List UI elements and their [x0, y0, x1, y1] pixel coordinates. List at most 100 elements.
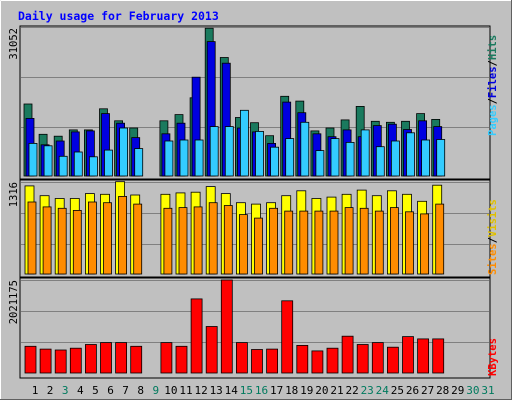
day-label: 11: [179, 384, 192, 397]
day-label: 23: [361, 384, 374, 397]
pages-bar-day-15: [239, 109, 249, 177]
pages-bar-day-6: [104, 149, 113, 177]
kbytes-bar-day-12: [190, 298, 203, 374]
day-label: 8: [137, 384, 144, 397]
bottom-panel-series-labels: KBytes: [487, 338, 499, 376]
kbytes-bar-day-13: [205, 326, 218, 374]
kbytes-bar-day-1: [24, 345, 37, 374]
day-label: 13: [210, 384, 223, 397]
pages-bar-day-26: [406, 132, 415, 177]
label-separator: /: [487, 237, 499, 243]
pages-bar-day-8: [134, 148, 144, 177]
day-label: 6: [107, 384, 114, 397]
chart-title: Daily usage for February 2013: [18, 9, 219, 23]
pages-bar-day-16: [255, 130, 264, 177]
day-label: 4: [77, 384, 84, 397]
pages-bar-day-19: [300, 121, 310, 177]
kbytes-bar-day-24: [371, 342, 384, 374]
sites-bar-day-12: [193, 206, 203, 275]
day-label: 1: [32, 384, 39, 397]
kbytes-bar-day-3: [54, 349, 67, 374]
day-label: 14: [225, 384, 239, 397]
pages-bar-day-25: [390, 140, 400, 177]
middle-panel-max-label: 1316: [8, 182, 20, 207]
label-separator: /: [487, 60, 499, 66]
bars-layer: [23, 27, 446, 374]
sites-bar-day-13: [208, 202, 218, 275]
pages-bar-day-24: [375, 146, 385, 177]
pages-bar-day-1: [28, 142, 38, 177]
sites-bar-day-28: [435, 203, 445, 275]
sites-bar-day-15: [238, 214, 248, 275]
bottom-panel-max-label: 2021175: [8, 280, 20, 324]
sites-bar-day-2: [42, 206, 52, 275]
pages-bar-day-12: [194, 139, 204, 177]
day-label: 19: [300, 384, 313, 397]
sites-bar-day-10: [163, 207, 173, 275]
day-label: 12: [194, 384, 207, 397]
hits-label: Hits: [487, 35, 499, 60]
day-label: 24: [376, 384, 390, 397]
pages-bar-day-13: [209, 126, 219, 177]
pages-bar-day-14: [224, 126, 234, 177]
sites-bar-day-14: [223, 205, 233, 275]
pages-bar-day-21: [330, 138, 340, 177]
sites-bar-day-25: [389, 207, 399, 275]
sites-bar-day-1: [27, 201, 37, 275]
pages-label: Pages: [487, 104, 499, 136]
kbytes-bar-day-14: [220, 279, 233, 374]
day-label: 28: [436, 384, 449, 397]
day-label: 10: [164, 384, 177, 397]
sites-bar-day-26: [405, 211, 414, 275]
sites-bar-day-17: [269, 207, 279, 275]
kbytes-bar-day-27: [417, 338, 430, 374]
day-label: 9: [152, 384, 159, 397]
kbytes-bar-day-10: [160, 342, 173, 374]
day-label: 2: [47, 384, 54, 397]
day-label: 31: [481, 384, 494, 397]
pages-bar-day-2: [43, 145, 53, 177]
day-label: 5: [92, 384, 99, 397]
pages-bar-day-23: [360, 129, 370, 177]
day-label: 17: [270, 384, 283, 397]
pages-bar-day-20: [315, 150, 325, 177]
kbytes-bar-day-28: [432, 338, 445, 374]
sites-bar-day-3: [57, 207, 67, 275]
sites-bar-day-6: [103, 202, 112, 275]
sites-bar-day-4: [72, 209, 82, 275]
sites-bar-day-27: [420, 213, 430, 275]
sites-bar-day-23: [359, 207, 369, 275]
kbytes-bar-day-7: [115, 342, 127, 374]
sites-bar-day-11: [178, 207, 188, 275]
pages-bar-day-27: [421, 139, 431, 177]
sites-bar-day-24: [374, 210, 384, 275]
kbytes-bar-day-8: [130, 345, 143, 374]
pages-bar-day-22: [345, 141, 355, 177]
kbytes-bar-day-26: [402, 336, 414, 374]
sites-bar-day-18: [284, 210, 294, 275]
kbytes-bar-day-5: [85, 344, 97, 374]
day-axis-labels: 1 2 3 4 5 6 7 8 9 10 11 12 13 14 15 16 17 18 19 20 21 22 23 24 2…: [32, 384, 495, 397]
files-label: Files: [487, 66, 499, 98]
pages-bar-day-7: [119, 127, 128, 177]
label-separator: /: [487, 98, 499, 104]
kbytes-bar-day-18: [281, 300, 294, 374]
day-label: 30: [466, 384, 479, 397]
kbytes-bar-day-22: [341, 335, 354, 374]
day-label: 29: [451, 384, 464, 397]
kbytes-bar-day-19: [296, 344, 309, 374]
day-label: 3: [62, 384, 69, 397]
pages-bar-day-28: [436, 139, 446, 177]
pages-bar-day-5: [89, 156, 98, 177]
visits-label: Visits: [487, 199, 499, 237]
pages-bar-day-3: [58, 155, 68, 177]
pages-bar-day-4: [73, 151, 83, 177]
top-panel-max-label: 31052: [8, 28, 20, 60]
kbytes-bar-day-4: [69, 347, 82, 374]
sites-bar-day-5: [88, 201, 97, 275]
sites-bar-day-19: [299, 210, 309, 275]
day-label: 21: [330, 384, 343, 397]
sites-bar-day-8: [133, 203, 143, 275]
sites-bar-day-21: [329, 210, 339, 275]
kbytes-bar-day-16: [251, 349, 263, 374]
